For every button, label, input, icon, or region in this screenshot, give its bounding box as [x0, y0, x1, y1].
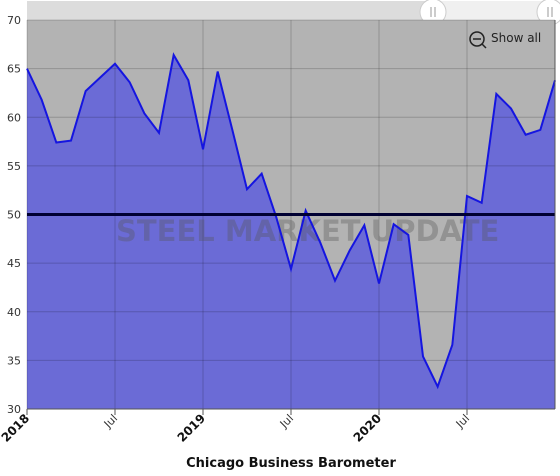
scrollbar-range[interactable] — [433, 1, 548, 21]
watermark: STEEL MARKET UPDATE — [116, 214, 499, 248]
y-tick-label: 55 — [7, 160, 21, 173]
chart-title: Chicago Business Barometer — [186, 456, 396, 471]
y-tick-label: 30 — [7, 403, 21, 416]
x-tick-label: Jul — [453, 412, 472, 431]
y-tick-label: 40 — [7, 306, 21, 319]
area — [27, 55, 555, 409]
x-tick-label: 2020 — [351, 411, 385, 445]
y-tick-label: 70 — [7, 14, 21, 27]
x-tick-label: Jul — [101, 412, 120, 431]
x-tick-label: 2018 — [0, 411, 32, 445]
zoom-icon — [469, 31, 485, 47]
y-tick-label: 45 — [7, 257, 21, 270]
y-tick-label: 65 — [7, 63, 21, 76]
x-tick-label: 2019 — [175, 411, 209, 445]
x-tick-label: Jul — [277, 412, 296, 431]
y-tick-label: 60 — [7, 111, 21, 124]
y-tick-label: 50 — [7, 209, 21, 222]
y-tick-label: 35 — [7, 354, 21, 367]
show-all-button[interactable]: Show all — [491, 31, 541, 45]
zoom-icon — [481, 43, 487, 49]
line — [26, 52, 556, 390]
